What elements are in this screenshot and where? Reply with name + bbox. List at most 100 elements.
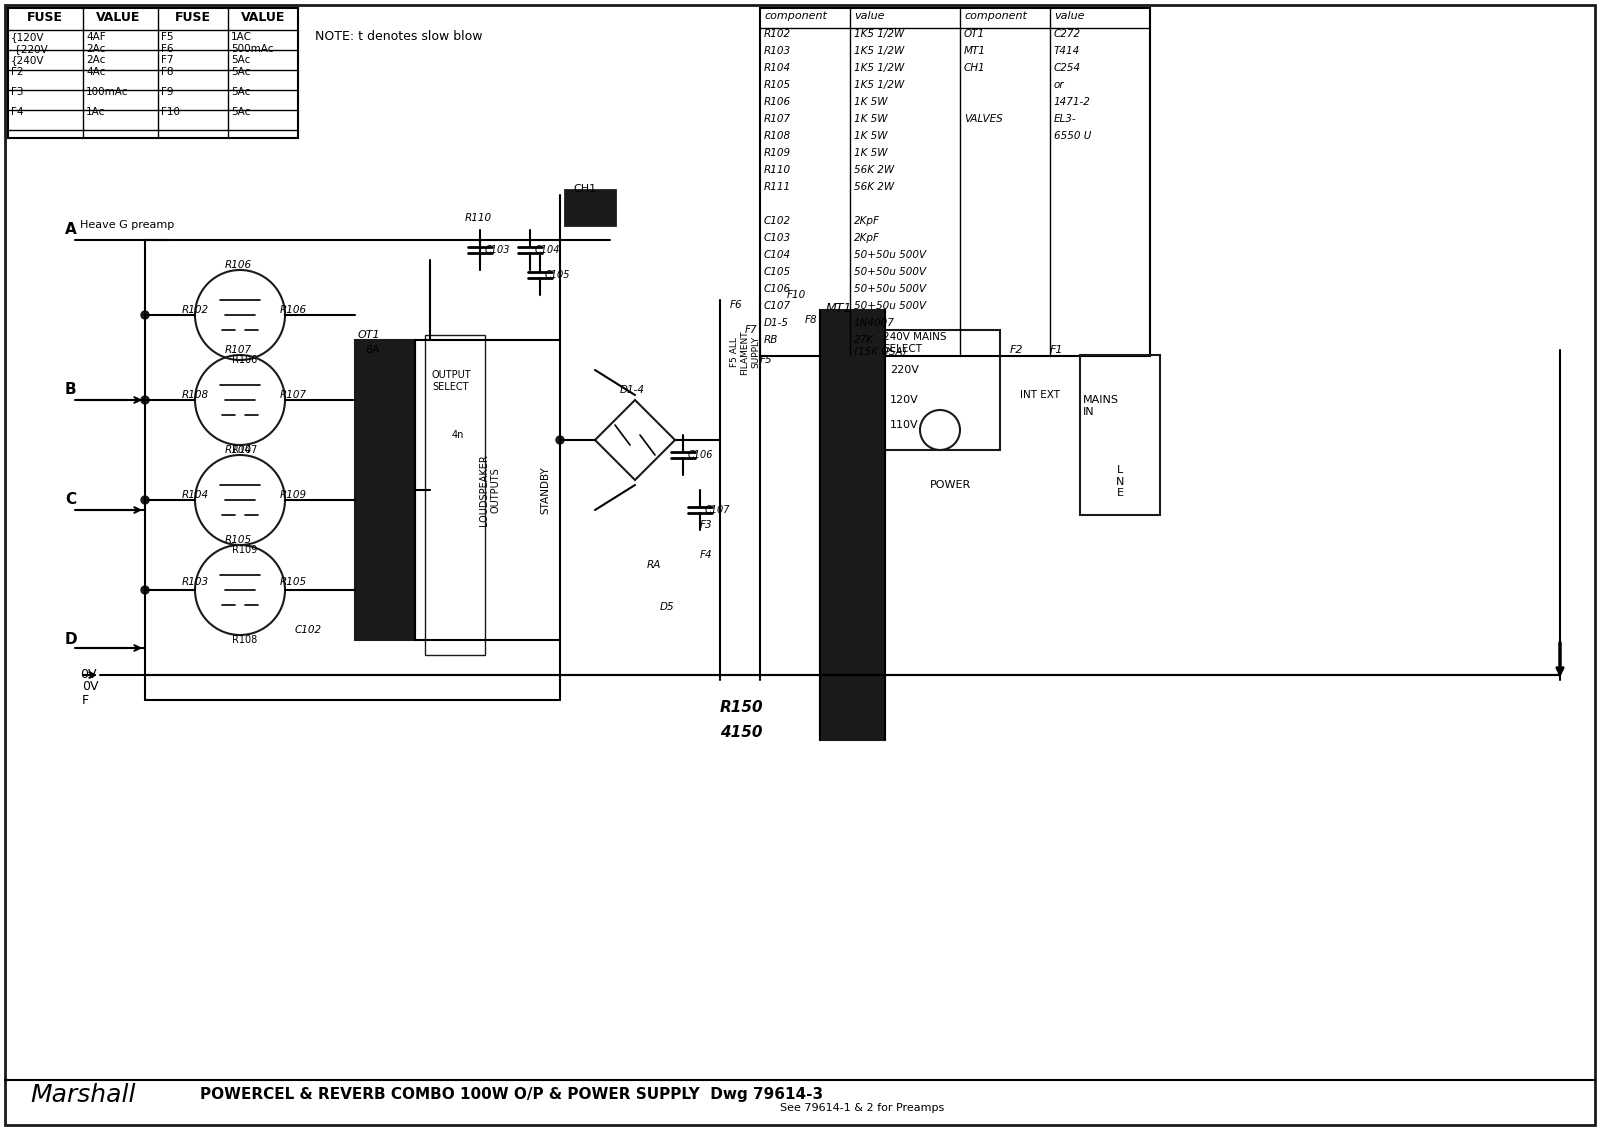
Text: R109: R109	[232, 545, 258, 555]
Text: R110: R110	[466, 213, 493, 223]
Text: or: or	[1054, 80, 1064, 90]
Text: F10: F10	[162, 107, 179, 116]
Text: R106: R106	[232, 355, 258, 365]
Text: T414: T414	[1054, 46, 1080, 57]
Text: R104: R104	[182, 490, 210, 500]
Text: R110: R110	[765, 165, 790, 175]
Text: 110V: 110V	[890, 420, 918, 430]
Text: OT1: OT1	[963, 29, 986, 38]
Text: C102: C102	[765, 216, 790, 226]
Text: C: C	[66, 492, 77, 508]
Text: C104: C104	[765, 250, 790, 260]
Text: R107: R107	[280, 390, 307, 400]
Text: 220V: 220V	[890, 365, 918, 375]
Text: FUSE: FUSE	[27, 11, 62, 24]
Text: 56K 2W: 56K 2W	[854, 182, 894, 192]
Text: 0V: 0V	[82, 680, 99, 693]
Text: INT EXT: INT EXT	[1021, 390, 1059, 400]
Text: 50+50u 500V: 50+50u 500V	[854, 250, 926, 260]
Text: LOUDSPEAKER
OUTPUTS: LOUDSPEAKER OUTPUTS	[480, 455, 501, 526]
Text: R107: R107	[226, 345, 253, 355]
Text: R106: R106	[226, 260, 253, 270]
Text: value: value	[1054, 11, 1085, 21]
Bar	[1080, 355, 1160, 515]
Text: 50+50u 500V: 50+50u 500V	[854, 301, 926, 311]
Text: See 79614-1 & 2 for Preamps: See 79614-1 & 2 for Preamps	[781, 1103, 944, 1113]
Text: 1471-2: 1471-2	[1054, 97, 1091, 107]
Text: D1-5: D1-5	[765, 318, 789, 328]
Text: R107: R107	[232, 444, 258, 455]
Text: 50+50u 500V: 50+50u 500V	[854, 284, 926, 294]
Text: 240V MAINS
SELECT: 240V MAINS SELECT	[883, 333, 947, 354]
Text: A: A	[66, 223, 77, 238]
Text: 5Ac: 5Ac	[230, 87, 250, 97]
Text: C106: C106	[688, 450, 714, 460]
Text: component: component	[963, 11, 1027, 21]
Text: 120V: 120V	[890, 395, 918, 405]
Bar	[819, 310, 885, 740]
Text: 4Ac: 4Ac	[86, 67, 106, 77]
Bar	[355, 340, 414, 640]
Text: 1Ac: 1Ac	[86, 107, 106, 116]
Circle shape	[557, 435, 563, 444]
Text: 1K5 1/2W: 1K5 1/2W	[854, 29, 904, 38]
Text: R105: R105	[280, 577, 307, 587]
Text: 100mAc: 100mAc	[86, 87, 128, 97]
Text: R108: R108	[232, 634, 258, 645]
Text: 1K 5W: 1K 5W	[854, 148, 888, 158]
Text: C254: C254	[1054, 63, 1082, 74]
Text: POWERCEL & REVERB COMBO 100W O/P & POWER SUPPLY  Dwg 79614-3: POWERCEL & REVERB COMBO 100W O/P & POWER…	[200, 1088, 822, 1103]
Text: CH1: CH1	[963, 63, 986, 74]
Text: 2KpF: 2KpF	[854, 233, 880, 243]
Text: STANDBY: STANDBY	[541, 466, 550, 513]
Text: CH1: CH1	[573, 184, 597, 195]
Text: R103: R103	[182, 577, 210, 587]
Text: VALVES: VALVES	[963, 114, 1003, 124]
Text: F7: F7	[746, 325, 758, 335]
Text: 4n: 4n	[453, 430, 464, 440]
Text: F9: F9	[162, 87, 173, 97]
Text: MT1: MT1	[826, 302, 853, 316]
Text: F8: F8	[162, 67, 173, 77]
Text: 1N4007: 1N4007	[854, 318, 894, 328]
Text: R104: R104	[765, 63, 790, 74]
Text: R103: R103	[765, 46, 790, 57]
Circle shape	[141, 497, 149, 504]
Text: Marshall: Marshall	[30, 1083, 136, 1107]
Bar	[880, 330, 1000, 450]
Text: F6: F6	[730, 300, 742, 310]
Text: 1K5 1/2W: 1K5 1/2W	[854, 46, 904, 57]
Circle shape	[141, 311, 149, 319]
Text: component: component	[765, 11, 827, 21]
Text: 1K 5W: 1K 5W	[854, 97, 888, 107]
Text: 27K
(15K USA): 27K (15K USA)	[854, 335, 907, 356]
Circle shape	[141, 586, 149, 594]
Text: F2: F2	[1010, 345, 1024, 355]
Text: POWER: POWER	[930, 480, 971, 490]
Text: C107: C107	[765, 301, 790, 311]
Text: OUTPUT
SELECT: OUTPUT SELECT	[432, 370, 472, 391]
Text: F2: F2	[11, 67, 24, 77]
Text: C272: C272	[1054, 29, 1082, 38]
Text: F4: F4	[701, 550, 712, 560]
Text: C103: C103	[765, 233, 790, 243]
Text: OT1: OT1	[358, 330, 381, 340]
Text: R150: R150	[720, 700, 763, 715]
Text: F8: F8	[805, 316, 818, 325]
Text: D: D	[66, 632, 78, 648]
Text: F: F	[82, 694, 90, 707]
Text: F10: F10	[787, 290, 806, 300]
Text: F3: F3	[701, 520, 712, 530]
Text: MAINS
IN: MAINS IN	[1083, 395, 1118, 416]
Text: R102: R102	[182, 305, 210, 316]
Text: D1-4: D1-4	[621, 385, 645, 395]
Text: 4AF
2Ac
2Ac: 4AF 2Ac 2Ac	[86, 32, 106, 66]
Text: 0V: 0V	[80, 668, 96, 681]
Text: {120V
 {220V
{240V: {120V {220V {240V	[11, 32, 48, 66]
Text: C102: C102	[294, 625, 322, 634]
Text: C104: C104	[534, 245, 560, 254]
Text: R107: R107	[765, 114, 790, 124]
Text: C105: C105	[546, 270, 571, 280]
Text: D5: D5	[661, 602, 675, 612]
Text: EL3-: EL3-	[1054, 114, 1077, 124]
